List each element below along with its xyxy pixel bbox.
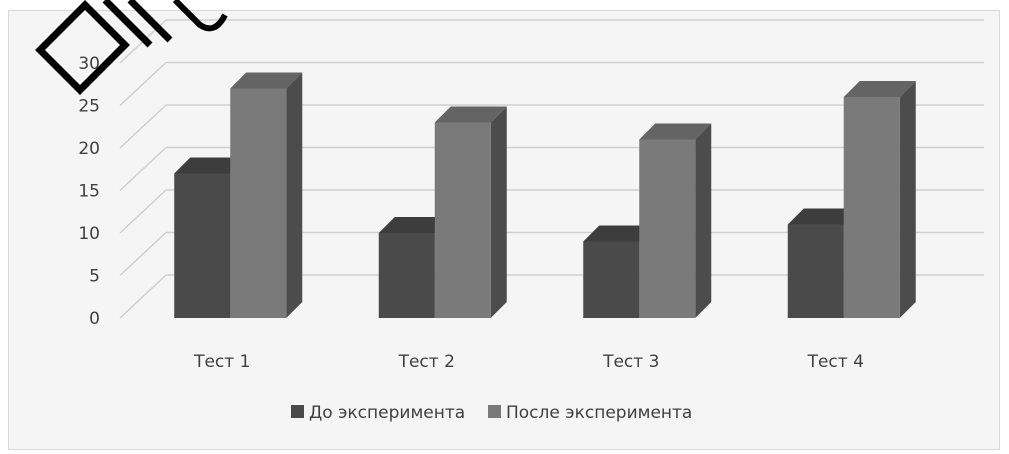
legend-label: До эксперимента	[309, 403, 465, 423]
gridline-diagonal	[119, 61, 167, 107]
bar	[639, 123, 712, 318]
bar-top	[230, 72, 303, 89]
gridline-diagonal	[119, 104, 167, 149]
y-tick-label: 5	[89, 267, 100, 287]
bar	[434, 106, 507, 318]
bar-top	[378, 217, 451, 233]
bar	[174, 157, 247, 318]
y-tick-label: 20	[78, 139, 100, 159]
bar-top	[174, 157, 247, 174]
bar-chart: 0 5 10 15 20 25 30 Тест 1 Тест 2 Тест 3 Тест 4 До…	[8, 10, 1000, 450]
bar-side	[286, 72, 303, 318]
legend-swatch	[291, 405, 304, 418]
y-tick-label: 30	[78, 54, 100, 74]
legend-swatch	[488, 405, 501, 418]
bar-front	[174, 173, 231, 318]
bar-front	[639, 139, 696, 318]
bar-top	[583, 225, 656, 242]
legend: До эксперимента После эксперимента	[291, 403, 692, 423]
x-tick-label: Тест 1	[193, 352, 250, 372]
bar-front	[378, 233, 435, 318]
bar-side	[899, 81, 916, 318]
bar-top	[639, 123, 712, 140]
legend-label: После эксперимента	[506, 403, 692, 423]
bar-front	[583, 241, 640, 318]
bar	[230, 72, 303, 318]
gridline-diagonal	[119, 274, 167, 319]
bar-front	[434, 122, 491, 318]
bar-top	[434, 106, 507, 123]
x-tick-label: Тест 2	[398, 352, 455, 372]
legend-item: До эксперимента	[291, 403, 465, 423]
bar-front	[843, 97, 900, 318]
bar-front	[230, 88, 287, 318]
x-tick-label: Тест 3	[602, 352, 659, 372]
bar	[843, 81, 916, 318]
gridline-diagonal	[119, 189, 167, 234]
y-tick-label: 25	[78, 97, 100, 117]
y-tick-label: 0	[89, 309, 100, 329]
bar-front	[787, 224, 844, 318]
legend-item: После эксперимента	[488, 403, 692, 423]
bar-side	[490, 106, 507, 318]
bar-top	[843, 81, 916, 97]
gridline-diagonal	[119, 231, 167, 277]
bar-side	[695, 123, 712, 318]
gridline-diagonal	[119, 146, 167, 192]
y-tick-label: 10	[78, 224, 100, 244]
x-tick-label: Тест 4	[807, 352, 864, 372]
chart-frame: 0 5 10 15 20 25 30 Тест 1 Тест 2 Тест 3 Тест 4 До…	[8, 10, 1000, 450]
bar-top	[787, 208, 860, 225]
y-tick-label: 15	[78, 182, 100, 202]
